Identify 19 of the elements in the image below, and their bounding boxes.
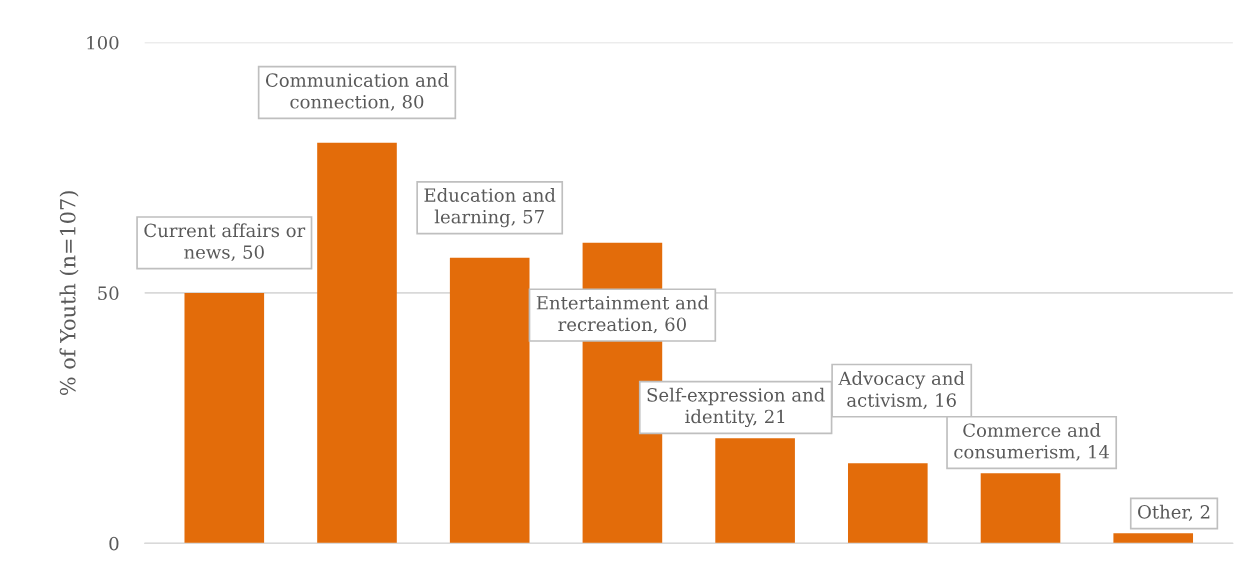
data-label: Other, 2 xyxy=(1138,504,1210,521)
data-label: Commerce and consumerism, 14 xyxy=(954,423,1109,461)
y-tick-label: 50 xyxy=(98,286,119,301)
data-label: Current affairs or news, 50 xyxy=(144,223,306,262)
bar xyxy=(449,257,530,544)
bar xyxy=(980,473,1061,544)
bar xyxy=(317,142,397,544)
bar xyxy=(848,463,928,544)
data-label: Communication and connection, 80 xyxy=(265,73,449,111)
y-tick-label: 100 xyxy=(87,35,119,50)
bar xyxy=(1113,533,1194,544)
bar xyxy=(184,292,265,544)
data-label: Self-expression and identity, 21 xyxy=(647,387,825,428)
data-label: Advocacy and activism, 16 xyxy=(838,371,965,410)
data-label: Education and learning, 57 xyxy=(424,187,556,228)
data-label: Entertainment and recreation, 60 xyxy=(536,295,709,334)
y-axis-title: % of Youth (n=107) xyxy=(59,191,79,395)
bar xyxy=(715,438,795,544)
y-tick-label: 0 xyxy=(109,536,119,551)
